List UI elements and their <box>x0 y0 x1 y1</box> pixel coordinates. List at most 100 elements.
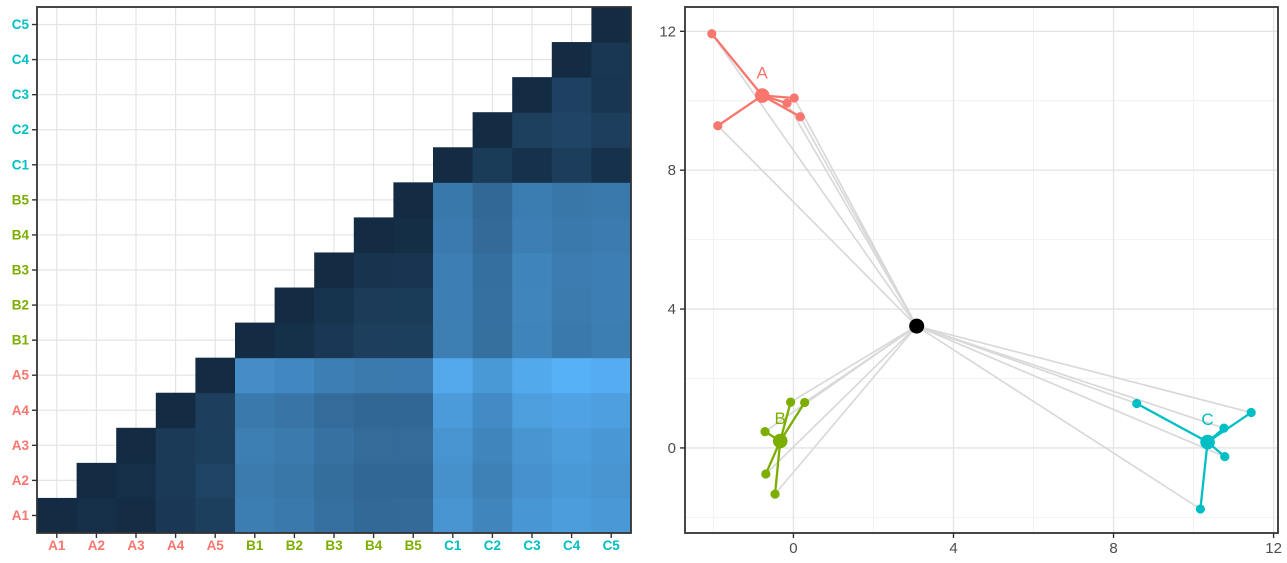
y-tick-label: 12 <box>659 23 676 40</box>
heatmap-cell <box>512 182 553 218</box>
y-tick-label: C2 <box>12 122 29 137</box>
heatmap-cell <box>512 322 553 359</box>
y-tick-label: A5 <box>12 368 30 383</box>
spoke-segment <box>915 325 1138 405</box>
heatmap-cell <box>314 462 355 499</box>
heatmap-cell <box>37 497 78 534</box>
heatmap-cell <box>472 357 513 394</box>
heatmap-cell <box>314 497 355 534</box>
heatmap-cell <box>512 287 553 324</box>
spoke-segment <box>915 325 1202 510</box>
data-point <box>707 29 717 39</box>
heatmap-cell <box>235 392 276 429</box>
heatmap-cell <box>195 357 236 394</box>
heatmap-cell <box>353 462 394 499</box>
x-tick-label: B4 <box>365 538 383 553</box>
heatmap-cell <box>195 392 236 429</box>
y-tick-label: A1 <box>12 508 30 523</box>
heatmap-cell <box>551 252 592 289</box>
heatmap-cell <box>393 217 434 253</box>
heatmap-cell <box>155 497 196 534</box>
heatmap-cell <box>393 497 434 534</box>
heatmap-cell <box>235 427 276 464</box>
heatmap-cell <box>433 497 474 534</box>
cluster-segment <box>1135 402 1209 444</box>
heatmap-cell <box>512 392 553 429</box>
x-tick-label: B2 <box>286 538 303 553</box>
x-tick-label: C1 <box>444 538 462 553</box>
cluster-C <box>1132 398 1256 514</box>
heatmap-cell <box>116 427 157 464</box>
heatmap-cell <box>353 497 394 534</box>
x-tick-label: 12 <box>1265 540 1282 557</box>
x-tick-label: B5 <box>405 538 423 553</box>
heatmap-cell <box>314 322 355 359</box>
x-tick-label: B1 <box>246 538 264 553</box>
heatmap-cell <box>591 7 632 43</box>
heatmap-cell <box>591 112 632 148</box>
heatmap-cell <box>274 392 315 429</box>
heatmap-cell <box>512 217 553 253</box>
y-tick-label: B4 <box>12 227 30 242</box>
data-point <box>1246 407 1256 418</box>
spoke-segment <box>915 325 1226 458</box>
spoke-segment <box>764 325 918 475</box>
cluster-scatter-panel: A B C 0 4 8 12 0 4 8 12 <box>659 6 1282 557</box>
data-point <box>795 112 805 122</box>
cluster-label: C <box>1201 410 1213 429</box>
heatmap-cell <box>472 182 513 218</box>
heatmap-cell <box>433 392 474 429</box>
heatmap-cell <box>393 357 434 394</box>
heatmap-cell <box>512 357 553 394</box>
cluster-segment <box>779 401 806 443</box>
y-tick-label: C1 <box>12 157 30 172</box>
y-tick-label: C5 <box>12 17 30 32</box>
x-tick-label: C4 <box>563 538 581 553</box>
x-tick-label: A5 <box>207 538 225 553</box>
heatmap-cell <box>591 497 632 534</box>
x-tick-label: C5 <box>603 538 621 553</box>
heatmap-cell <box>512 427 553 464</box>
heatmap-cell <box>353 252 394 289</box>
x-tick-label: A4 <box>167 538 185 553</box>
cluster-centroid <box>1200 434 1215 450</box>
x-tick-label: 0 <box>789 540 797 557</box>
data-point <box>1195 504 1205 514</box>
heatmap-cell <box>591 42 632 78</box>
heatmap-cell <box>274 322 315 359</box>
heatmap-cell <box>433 182 474 218</box>
heatmap-cell <box>393 427 434 464</box>
data-point <box>782 98 792 108</box>
heatmap-cell <box>591 427 632 464</box>
data-point <box>1220 452 1230 462</box>
heatmap-cell <box>551 497 592 534</box>
heatmap-cell <box>274 462 315 499</box>
y-tick-label: B2 <box>12 298 29 313</box>
heatmap-cell <box>195 427 236 464</box>
heatmap-cell <box>591 77 632 113</box>
heatmap-cell <box>314 357 355 394</box>
heatmap-cell <box>551 462 592 499</box>
heatmap-cell <box>393 182 434 218</box>
heatmap-cell <box>433 462 474 499</box>
spoke-segment <box>915 325 1253 414</box>
spoke-segment <box>793 97 918 327</box>
heatmap-cell <box>393 462 434 499</box>
data-point <box>713 121 723 131</box>
y-tick-label: B1 <box>12 333 30 348</box>
cluster-label: A <box>757 64 769 83</box>
y-tick-label: B3 <box>12 263 30 278</box>
y-tick-label: A3 <box>12 438 30 453</box>
heatmap-cell <box>551 392 592 429</box>
heatmap-cell <box>512 497 553 534</box>
x-tick-label: 4 <box>949 540 957 557</box>
data-point <box>760 427 770 437</box>
x-tick-label: 8 <box>1109 540 1117 557</box>
x-tick-label: B3 <box>325 538 343 553</box>
x-tick-label: A2 <box>88 538 105 553</box>
cluster-label: B <box>775 409 786 428</box>
y-tick-label: A2 <box>12 473 29 488</box>
spoke-segment <box>789 325 918 403</box>
spoke-segment <box>716 124 918 327</box>
